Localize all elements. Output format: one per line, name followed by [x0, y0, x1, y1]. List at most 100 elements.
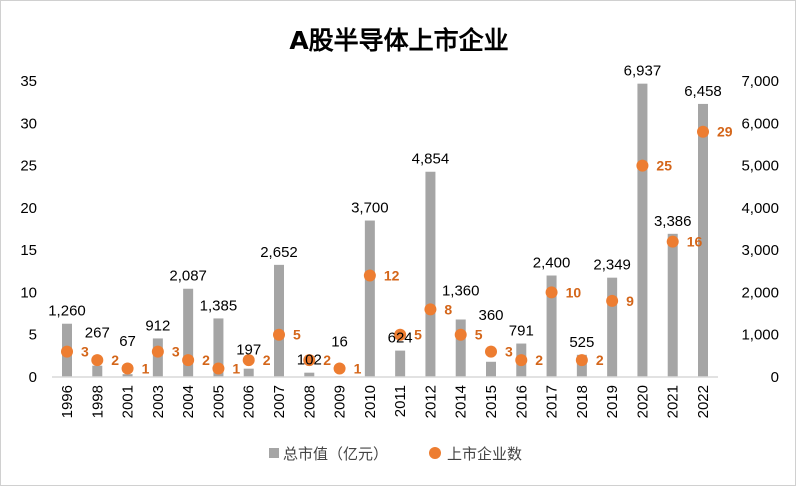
- bar-label: 6,937: [624, 63, 662, 80]
- dot-label: 5: [475, 327, 483, 343]
- left-axis-tick: 30: [20, 115, 37, 132]
- legend-bar-label: 总市值（亿元）: [283, 445, 388, 463]
- left-axis-tick: 0: [29, 369, 37, 386]
- x-axis-tick: 2012: [422, 385, 439, 418]
- dot-label: 2: [263, 352, 271, 368]
- dot-label: 29: [717, 124, 733, 140]
- dot-label: 1: [354, 361, 362, 377]
- dot: [636, 159, 649, 172]
- bar: [546, 275, 557, 377]
- dot: [454, 328, 467, 341]
- bar-label: 16: [331, 333, 348, 350]
- bar: [637, 83, 648, 377]
- x-axis-tick: 2008: [301, 385, 318, 418]
- x-axis-tick: 2009: [332, 385, 349, 418]
- x-axis-tick: 2019: [604, 385, 621, 418]
- bar-label: 2,087: [169, 268, 207, 285]
- x-axis-tick: 2021: [665, 385, 682, 418]
- legend-bar-swatch: [269, 448, 279, 458]
- right-axis-tick: 3,000: [741, 242, 779, 259]
- dot-label: 3: [172, 344, 180, 360]
- bar: [274, 264, 284, 377]
- x-axis-tick: 2016: [513, 385, 530, 418]
- dot: [212, 362, 225, 375]
- right-axis-tick: 0: [771, 369, 779, 386]
- dot-label: 3: [505, 344, 513, 360]
- x-axis-tick: 1996: [59, 385, 76, 418]
- x-axis-tick: 2017: [544, 385, 561, 418]
- x-axis-tick: 2018: [574, 385, 591, 418]
- bar-label: 1,260: [48, 303, 86, 320]
- bar-label: 197: [236, 342, 261, 359]
- dot: [242, 354, 255, 367]
- bar-label: 3,700: [351, 200, 389, 217]
- dot-label: 2: [535, 352, 543, 368]
- dot: [485, 345, 497, 358]
- x-axis-tick: 2022: [695, 385, 712, 418]
- bar-label: 624: [388, 330, 413, 347]
- dot-label: 2: [111, 352, 119, 368]
- right-axis-tick: 4,000: [741, 200, 779, 217]
- dot-label: 9: [626, 293, 634, 309]
- dot: [394, 328, 407, 341]
- bar-label: 267: [85, 325, 110, 342]
- dot: [91, 354, 104, 367]
- x-axis-tick: 2011: [392, 385, 409, 417]
- right-axis-tick: 5,000: [741, 158, 779, 175]
- bar: [425, 171, 436, 377]
- bar-label: 2,400: [533, 255, 571, 272]
- dot: [303, 354, 316, 367]
- dot-label: 5: [293, 327, 301, 343]
- x-axis-tick: 2004: [180, 385, 197, 418]
- dot: [61, 345, 73, 358]
- x-axis-tick: 2020: [634, 385, 651, 418]
- dot: [606, 294, 619, 307]
- bar: [698, 103, 708, 377]
- bar: [122, 374, 133, 377]
- x-axis-tick: 2003: [150, 385, 167, 418]
- bar: [455, 319, 466, 377]
- bar: [667, 233, 678, 377]
- dot: [424, 303, 437, 316]
- left-axis-tick: 15: [20, 242, 37, 259]
- right-axis-tick: 1,000: [741, 327, 779, 344]
- x-axis-tick: 2007: [271, 385, 288, 418]
- dot: [515, 354, 528, 367]
- bar: [243, 368, 254, 377]
- dot: [363, 269, 376, 282]
- x-axis-tick: 1998: [89, 385, 106, 418]
- bar-label: 67: [119, 333, 136, 350]
- dot-label: 25: [656, 158, 672, 174]
- bar-label: 3,386: [654, 213, 692, 230]
- x-axis-tick: 2005: [210, 385, 227, 418]
- dot: [666, 235, 679, 248]
- x-axis-tick: 2006: [241, 385, 258, 418]
- right-axis-tick: 6,000: [741, 115, 779, 132]
- dot-label: 3: [81, 344, 89, 360]
- dot: [151, 345, 164, 358]
- dot-label: 1: [142, 361, 150, 377]
- bar-label: 525: [569, 334, 594, 351]
- dot-label: 5: [414, 327, 422, 343]
- dot-label: 1: [232, 361, 240, 377]
- bar-label: 4,854: [412, 151, 450, 168]
- bar-label: 6,458: [684, 83, 722, 100]
- dot-label: 8: [444, 301, 452, 317]
- legend: 总市值（亿元） 上市企业数: [269, 445, 522, 463]
- x-axis-tick: 2014: [453, 385, 470, 418]
- dot-label: 12: [384, 268, 400, 284]
- bar: [304, 372, 315, 377]
- chart-title: A股半导体上市企业: [289, 26, 508, 55]
- bar-label: 2,349: [593, 257, 631, 274]
- x-axis-tick: 2001: [120, 385, 137, 418]
- bar-label: 1,360: [442, 282, 480, 299]
- bar: [607, 277, 618, 377]
- bar-label: 360: [478, 307, 503, 324]
- bar: [152, 338, 163, 377]
- dot: [545, 286, 558, 299]
- dot-label: 2: [323, 352, 331, 368]
- dot-label: 2: [202, 352, 210, 368]
- bar-label: 791: [509, 323, 534, 340]
